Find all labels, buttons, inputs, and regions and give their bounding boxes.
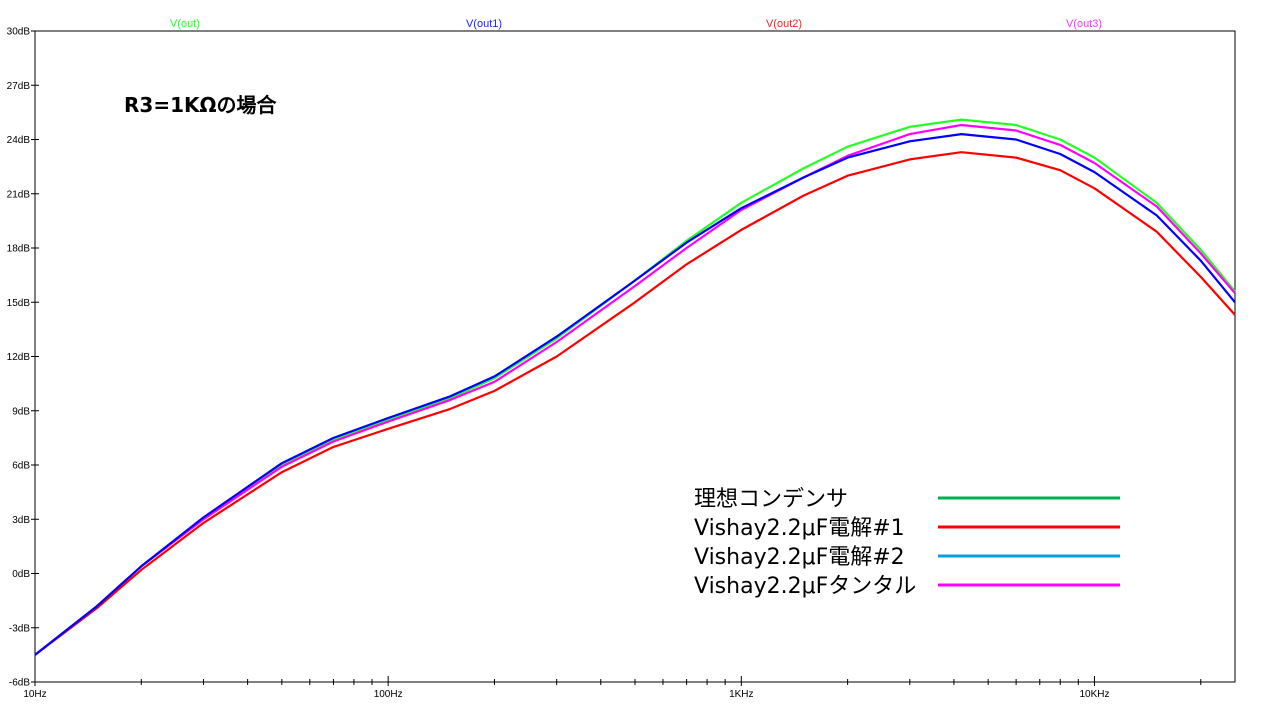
x-tick-label: 1KHz xyxy=(729,689,753,700)
y-tick-label: 30dB xyxy=(7,27,31,38)
legend-label: Vishay2.2μF電解#2 xyxy=(694,545,905,570)
axis-ticks xyxy=(31,30,1202,686)
y-tick-label: 0dB xyxy=(12,569,30,580)
x-axis-labels: 10Hz 100Hz 1KHz 10KHz xyxy=(23,689,1109,700)
y-tick-label: 18dB xyxy=(7,244,31,255)
y-tick-label: 3dB xyxy=(12,515,30,526)
trace-title: V(out3) xyxy=(1066,18,1102,30)
annotation-text: R3=1KΩの場合 xyxy=(124,93,277,117)
x-tick-label: 100Hz xyxy=(374,689,403,700)
legend-label: Vishay2.2μFタンタル xyxy=(694,574,916,599)
y-axis-labels: 30dB 27dB 24dB 21dB 18dB 15dB 12dB 9dB 6dB 3dB 0dB… xyxy=(7,27,31,689)
y-tick-label: -6dB xyxy=(9,678,30,689)
y-tick-label: 9dB xyxy=(12,406,30,417)
plot-area xyxy=(34,30,1236,683)
trace-title: V(out2) xyxy=(766,18,802,30)
series-line xyxy=(34,151,1236,656)
y-tick-label: 24dB xyxy=(7,135,31,146)
y-tick-label: -3dB xyxy=(9,623,30,634)
series-line xyxy=(34,123,1236,656)
y-tick-label: 21dB xyxy=(7,189,31,200)
legend-label: 理想コンデンサ xyxy=(694,487,848,512)
y-tick-label: 15dB xyxy=(7,298,31,309)
legend-label: Vishay2.2μF電解#1 xyxy=(694,516,905,541)
y-tick-label: 27dB xyxy=(7,81,31,92)
x-tick-label: 10Hz xyxy=(23,689,46,700)
trace-title: V(out1) xyxy=(466,18,502,30)
series-lines xyxy=(34,118,1236,656)
series-line xyxy=(34,133,1236,656)
legend: 理想コンデンサ Vishay2.2μF電解#1 Vishay2.2μF電解#2 Vis… xyxy=(694,487,1120,599)
y-tick-label: 12dB xyxy=(7,352,31,363)
y-tick-label: 6dB xyxy=(12,461,30,472)
trace-title: V(out) xyxy=(170,18,200,30)
x-tick-label: 10KHz xyxy=(1079,689,1109,700)
trace-titles: V(out) V(out1) V(out2) V(out3) xyxy=(170,18,1102,30)
